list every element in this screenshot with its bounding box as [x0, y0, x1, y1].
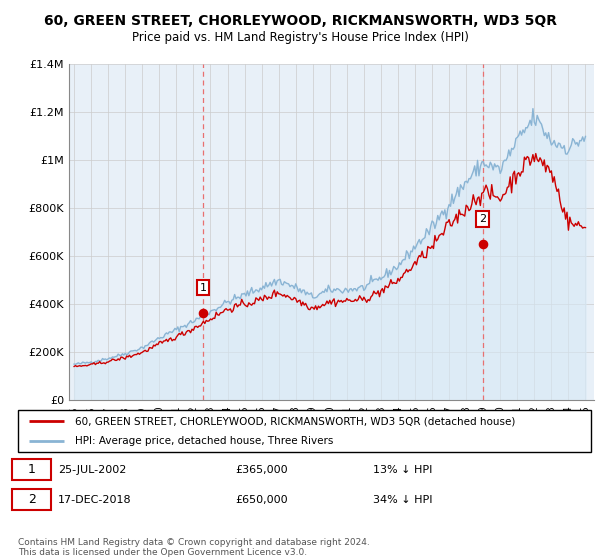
Text: 60, GREEN STREET, CHORLEYWOOD, RICKMANSWORTH, WD3 5QR: 60, GREEN STREET, CHORLEYWOOD, RICKMANSW…: [44, 14, 557, 28]
Text: HPI: Average price, detached house, Three Rivers: HPI: Average price, detached house, Thre…: [76, 436, 334, 446]
FancyBboxPatch shape: [12, 489, 51, 510]
Text: 34% ↓ HPI: 34% ↓ HPI: [373, 495, 433, 505]
Text: 60, GREEN STREET, CHORLEYWOOD, RICKMANSWORTH, WD3 5QR (detached house): 60, GREEN STREET, CHORLEYWOOD, RICKMANSW…: [76, 416, 515, 426]
Text: 1: 1: [199, 283, 206, 293]
Text: Price paid vs. HM Land Registry's House Price Index (HPI): Price paid vs. HM Land Registry's House …: [131, 31, 469, 44]
Text: £365,000: £365,000: [236, 465, 289, 474]
Text: 2: 2: [28, 493, 35, 506]
Text: £650,000: £650,000: [236, 495, 289, 505]
Text: 13% ↓ HPI: 13% ↓ HPI: [373, 465, 433, 474]
Point: [478, 240, 487, 249]
Text: 1: 1: [28, 463, 35, 476]
Text: Contains HM Land Registry data © Crown copyright and database right 2024.
This d: Contains HM Land Registry data © Crown c…: [18, 538, 370, 557]
FancyBboxPatch shape: [12, 459, 51, 480]
Text: 17-DEC-2018: 17-DEC-2018: [58, 495, 132, 505]
Point: [198, 309, 208, 318]
Text: 25-JUL-2002: 25-JUL-2002: [58, 465, 127, 474]
Text: 2: 2: [479, 214, 486, 224]
